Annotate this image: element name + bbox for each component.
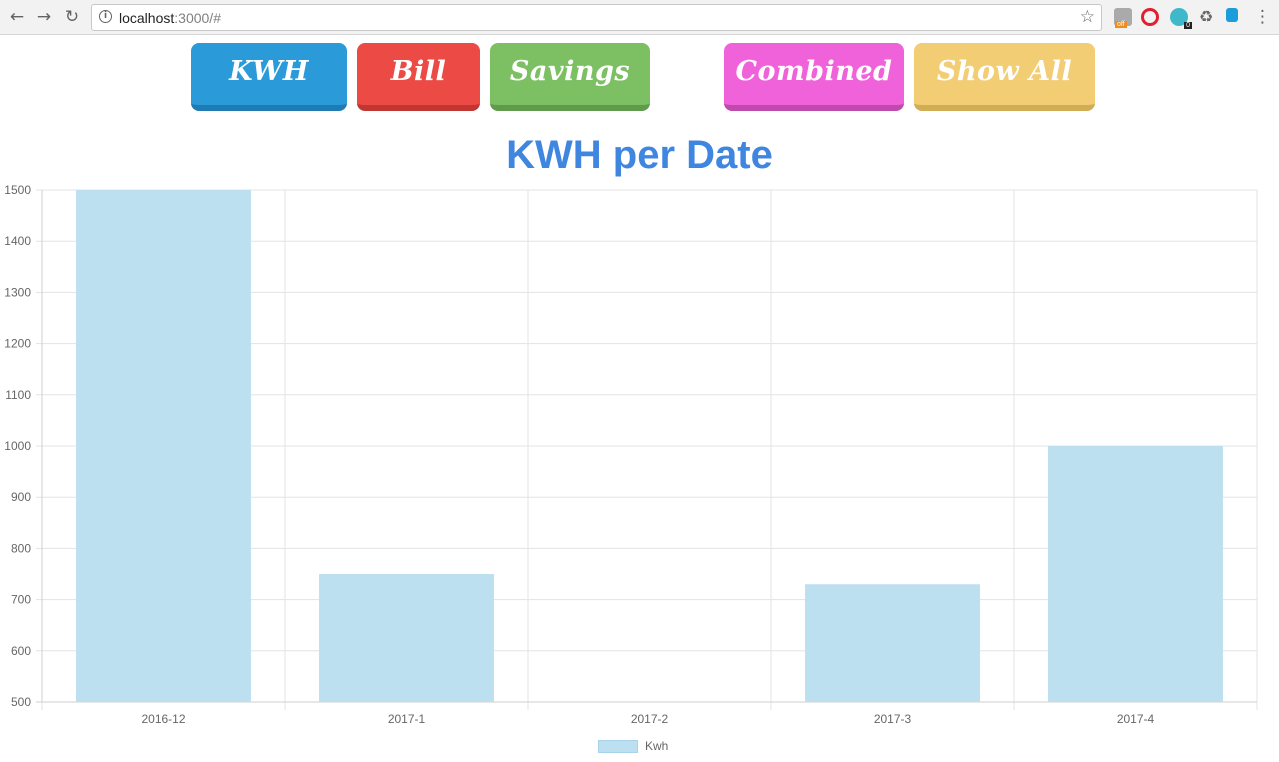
legend-swatch [598,739,638,753]
url-host: localhost [119,10,175,26]
extension-badge: 0 [1184,22,1192,29]
extension-badge: off [1115,21,1127,28]
y-tick-label: 1400 [4,234,31,248]
reload-icon[interactable]: ↻ [64,7,80,27]
y-tick-label: 600 [11,644,31,658]
bar-2016-12 [76,190,251,702]
x-tick-label: 2017-4 [1117,712,1155,726]
savings-button[interactable]: Savings [490,43,650,111]
chart-legend[interactable]: Kwh [598,738,668,754]
x-tick-label: 2017-2 [631,712,669,726]
info-icon[interactable]: i [99,10,112,23]
combined-button[interactable]: Combined [724,43,904,111]
bar-2017-1 [319,574,494,702]
y-tick-label: 1300 [4,285,31,299]
bookmark-star-icon[interactable]: ☆ [1079,7,1095,27]
y-tick-label: 800 [11,541,31,555]
x-tick-label: 2017-1 [388,712,426,726]
show-all-button[interactable]: Show All [914,43,1095,111]
back-arrow-icon[interactable]: ← [9,7,25,27]
extension-icon[interactable]: off [1114,8,1132,28]
y-tick-label: 1100 [5,388,31,402]
legend-label: Kwh [645,739,669,753]
bar-2017-4 [1048,446,1223,702]
y-tick-label: 500 [11,695,31,709]
kwh-button[interactable]: KWH [191,43,347,111]
recycle-extension-icon[interactable]: ♻ [1198,7,1214,26]
y-tick-label: 1000 [4,439,31,453]
browser-menu-icon[interactable]: ⋮ [1254,7,1271,27]
forward-arrow-icon[interactable]: → [36,7,52,27]
opera-extension-icon[interactable] [1141,8,1159,26]
ghost-extension-icon[interactable]: 0 [1170,8,1192,29]
browser-toolbar: ← → ↻ i localhost:3000/# ☆ off 0 ♻ ⋮ [0,0,1279,35]
y-tick-label: 1500 [4,183,31,197]
bar-2017-3 [805,584,980,702]
address-bar[interactable]: i localhost:3000/# ☆ [91,4,1102,31]
y-tick-label: 1200 [4,337,31,351]
y-tick-label: 700 [11,593,31,607]
bill-button[interactable]: Bill [357,43,480,111]
chart-title: KWH per Date [506,133,773,177]
url-text[interactable]: localhost:3000/# [119,10,221,26]
x-tick-label: 2016-12 [141,712,185,726]
y-tick-label: 900 [11,490,31,504]
x-tick-label: 2017-3 [874,712,912,726]
eyedropper-extension-icon[interactable] [1226,8,1238,22]
url-path: :3000/# [174,10,221,26]
